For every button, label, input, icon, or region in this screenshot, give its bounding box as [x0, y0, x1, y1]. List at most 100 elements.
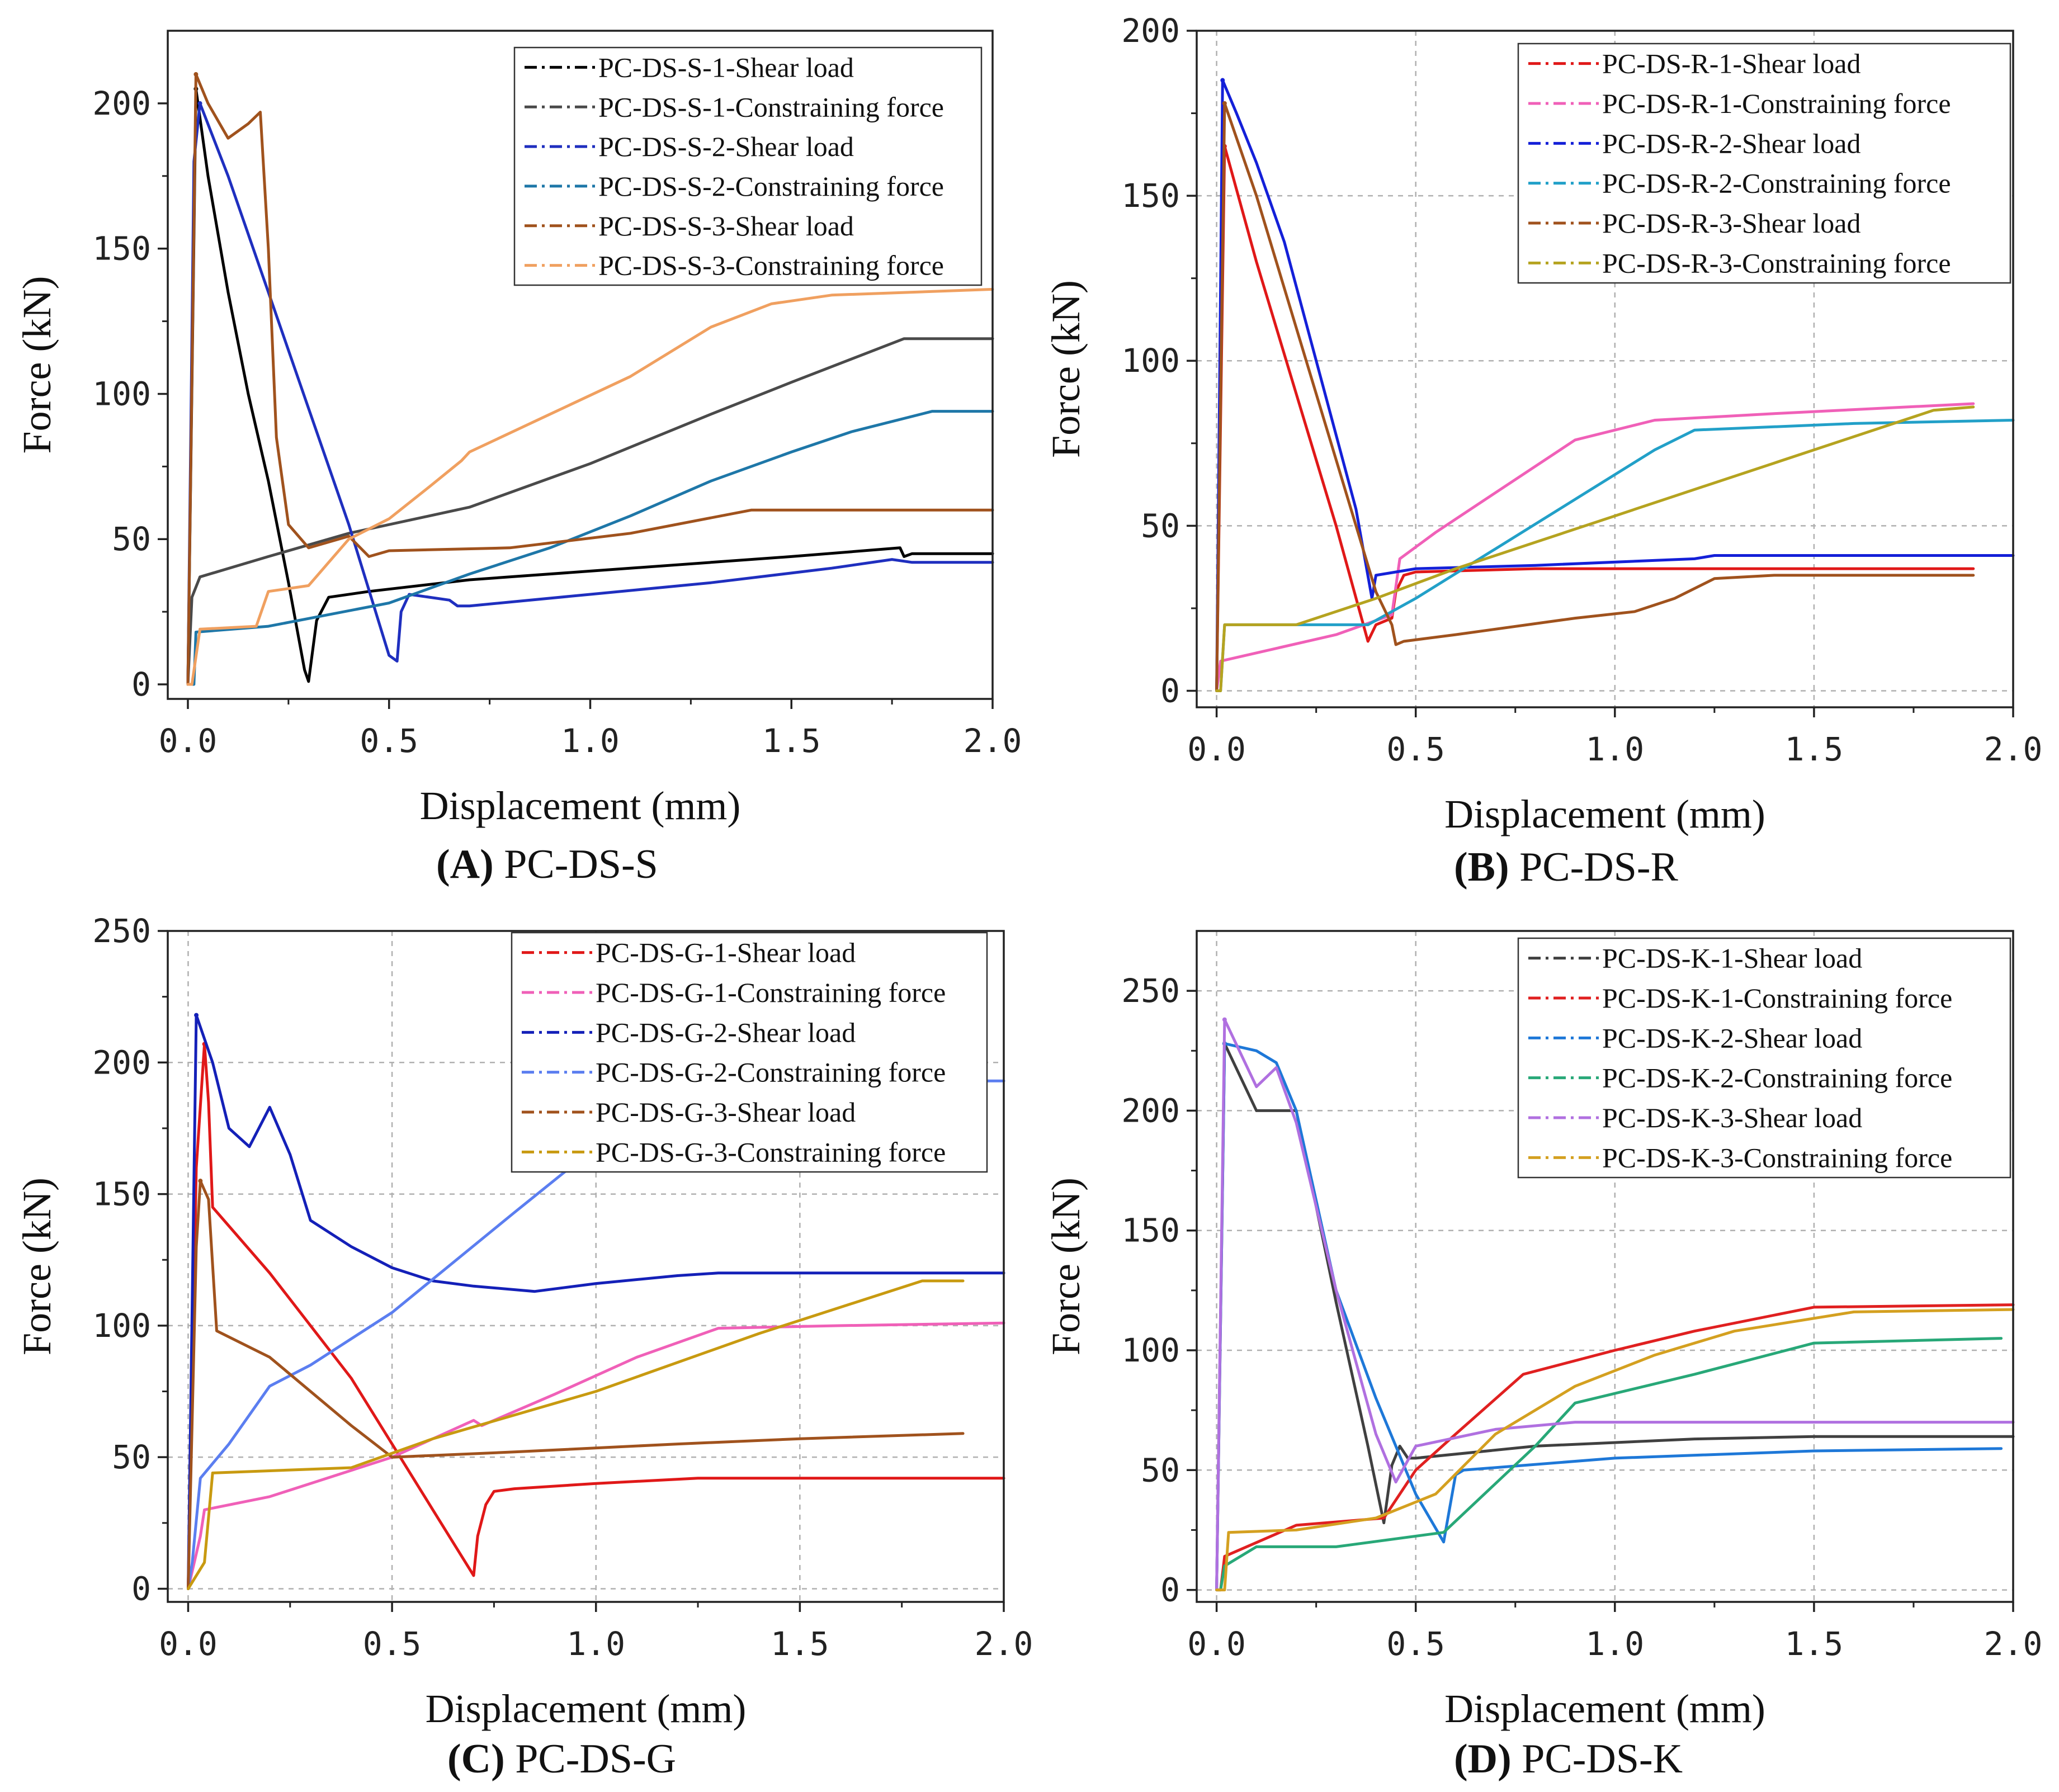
y-tick-label: 100 — [1121, 342, 1180, 380]
panel-c: 0.0 0.5 1.0 1.5 2.0 0 50 100 150 200 250 Displaceme… — [15, 912, 1033, 1782]
y-tick-label: 0 — [1160, 1571, 1180, 1609]
panel-d: 0.0 0.5 1.0 1.5 2.0 0 50 100 150 200 250 Displaceme… — [1043, 930, 2043, 1782]
series-line-5 — [187, 1179, 965, 1590]
x-tick-label: 2.0 — [964, 722, 1022, 760]
x-tick-label: 0.5 — [363, 1625, 422, 1663]
legend-label: PC-DS-S-3-Shear load — [598, 210, 854, 242]
series-peak-point-5 — [1222, 101, 1227, 106]
y-axis-title: Force (kN) — [1043, 280, 1088, 458]
series-line-2 — [187, 1321, 1005, 1590]
caption-letter: (B) — [1454, 844, 1509, 890]
legend-label: PC-DS-G-1-Constraining force — [596, 977, 946, 1008]
panel-caption: (D) PC-DS-K — [1454, 1736, 1683, 1782]
series-line-6 — [1215, 405, 1975, 692]
legend-label: PC-DS-K-2-Shear load — [1602, 1022, 1862, 1053]
legend-label: PC-DS-G-2-Constraining force — [596, 1057, 946, 1088]
legend-label: PC-DS-R-2-Constraining force — [1602, 168, 1951, 199]
x-tick-label: 2.0 — [975, 1625, 1033, 1663]
series-line-6 — [1215, 1308, 2015, 1592]
x-tick-label: 1.5 — [762, 722, 821, 760]
y-tick-label: 150 — [92, 230, 151, 268]
plot-frame — [1196, 930, 2014, 1603]
x-tick-label: 0.5 — [360, 722, 418, 760]
caption-letter: (A) — [436, 841, 494, 887]
legend-box — [511, 932, 988, 1173]
series-line-2 — [1215, 1303, 2015, 1592]
x-tick-label: 0.5 — [1386, 730, 1445, 768]
x-tick-label: 0.0 — [1187, 730, 1246, 768]
y-axis-title: Force (kN) — [1043, 1178, 1088, 1355]
series-line-5 — [1215, 1018, 2015, 1592]
plot-frame — [167, 930, 1005, 1603]
x-tick-label: 0.0 — [159, 722, 218, 760]
panel-caption: (C) PC-DS-G — [447, 1736, 676, 1782]
legend-box — [513, 46, 983, 286]
legend: PC-DS-G-1-Shear load PC-DS-G-1-Constraini… — [511, 932, 988, 1173]
x-tick-label: 1.5 — [1785, 730, 1844, 768]
y-axis-title: Force (kN) — [15, 1178, 59, 1355]
series-line-5 — [1215, 102, 1975, 692]
legend-label: PC-DS-S-1-Constraining force — [598, 91, 944, 122]
series-line-1 — [186, 87, 994, 686]
x-tick-label: 2.0 — [1984, 730, 2043, 768]
y-tick-label: 100 — [92, 375, 151, 413]
series-line-4 — [1215, 1337, 2003, 1592]
legend-label: PC-DS-R-3-Shear load — [1602, 207, 1860, 239]
legend-label: PC-DS-S-3-Constraining force — [598, 250, 944, 281]
series-line-3 — [1215, 1042, 2003, 1592]
plot-frame — [167, 30, 994, 700]
legend-box — [1517, 937, 2011, 1179]
legend-label: PC-DS-K-1-Constraining force — [1602, 982, 1952, 1014]
x-axis-title: Displacement (mm) — [426, 1686, 747, 1731]
series-line-2 — [1215, 402, 1975, 692]
y-tick-label: 50 — [1141, 1451, 1180, 1489]
panel-caption: (A) PC-DS-S — [436, 841, 658, 887]
y-tick-label: 150 — [1121, 177, 1180, 215]
legend-label: PC-DS-R-2-Shear load — [1602, 127, 1860, 159]
y-tick-label: 50 — [1141, 507, 1180, 545]
x-axis-title: Displacement (mm) — [420, 783, 741, 828]
legend-label: PC-DS-G-2-Shear load — [596, 1016, 856, 1048]
series-line-1 — [1215, 1042, 2015, 1592]
y-tick-label: 0 — [131, 1569, 151, 1607]
y-tick-label: 150 — [92, 1175, 151, 1213]
legend-label: PC-DS-R-1-Constraining force — [1602, 88, 1951, 119]
legend-label: PC-DS-G-3-Constraining force — [596, 1136, 946, 1167]
y-axis-title: Force (kN) — [15, 276, 59, 454]
caption-text: PC-DS-K — [1512, 1736, 1683, 1782]
panel-b: 0.0 0.5 1.0 1.5 2.0 0 50 100 150 200 Displacement … — [1043, 12, 2042, 890]
caption-text: PC-DS-S — [494, 841, 658, 887]
legend: PC-DS-S-1-Shear load PC-DS-S-1-Constraini… — [513, 46, 983, 286]
legend-label: PC-DS-K-3-Constraining force — [1602, 1142, 1952, 1173]
series-peak-point-5 — [1222, 1017, 1227, 1022]
series-peak-point-3 — [1220, 78, 1225, 83]
series-line-6 — [186, 287, 994, 686]
y-tick-label: 0 — [131, 665, 151, 703]
series-peak-point-3 — [194, 1013, 199, 1018]
y-tick-label: 50 — [112, 520, 151, 558]
legend: PC-DS-K-1-Shear load PC-DS-K-1-Constraini… — [1517, 937, 2011, 1179]
series-line-3 — [186, 102, 994, 686]
series-line-3 — [187, 1014, 1005, 1590]
legend: PC-DS-R-1-Shear load PC-DS-R-1-Constraini… — [1517, 42, 2011, 284]
plot-frame — [1196, 30, 2014, 708]
y-tick-label: 250 — [1121, 972, 1180, 1010]
y-tick-label: 50 — [112, 1438, 151, 1476]
caption-text: PC-DS-G — [505, 1736, 676, 1782]
y-tick-label: 200 — [1121, 1091, 1180, 1129]
series-line-1 — [1215, 145, 1975, 692]
x-tick-label: 2.0 — [1984, 1625, 2043, 1663]
x-axis-title: Displacement (mm) — [1444, 1686, 1765, 1731]
legend-label: PC-DS-K-1-Shear load — [1602, 943, 1862, 974]
x-tick-label: 1.5 — [1785, 1625, 1844, 1663]
legend-label: PC-DS-R-1-Shear load — [1602, 48, 1860, 79]
x-axis-title: Displacement (mm) — [1444, 792, 1765, 836]
panel-caption: (B) PC-DS-R — [1454, 844, 1679, 890]
y-tick-label: 100 — [1121, 1331, 1180, 1369]
legend-label: PC-DS-G-1-Shear load — [596, 937, 856, 968]
x-tick-label: 0.0 — [159, 1625, 218, 1663]
y-tick-label: 150 — [1121, 1212, 1180, 1250]
y-tick-label: 250 — [92, 912, 151, 950]
panel-a: 0.0 0.5 1.0 1.5 2.0 0 50 100 150 200 Displacement … — [15, 30, 1022, 887]
series-peak-point-3 — [197, 101, 202, 106]
